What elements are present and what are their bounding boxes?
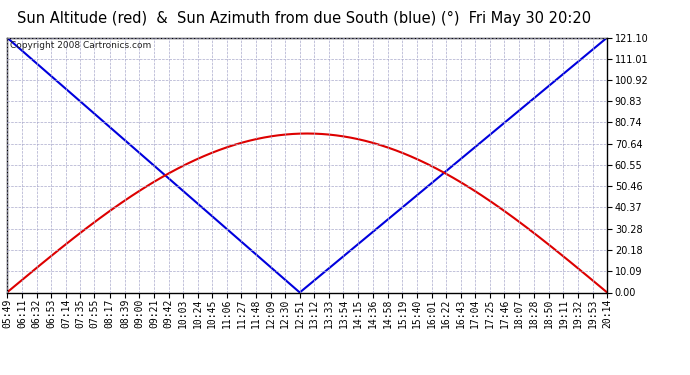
Text: Sun Altitude (red)  &  Sun Azimuth from due South (blue) (°)  Fri May 30 20:20: Sun Altitude (red) & Sun Azimuth from du… [17, 11, 591, 26]
Text: Copyright 2008 Cartronics.com: Copyright 2008 Cartronics.com [10, 41, 151, 50]
